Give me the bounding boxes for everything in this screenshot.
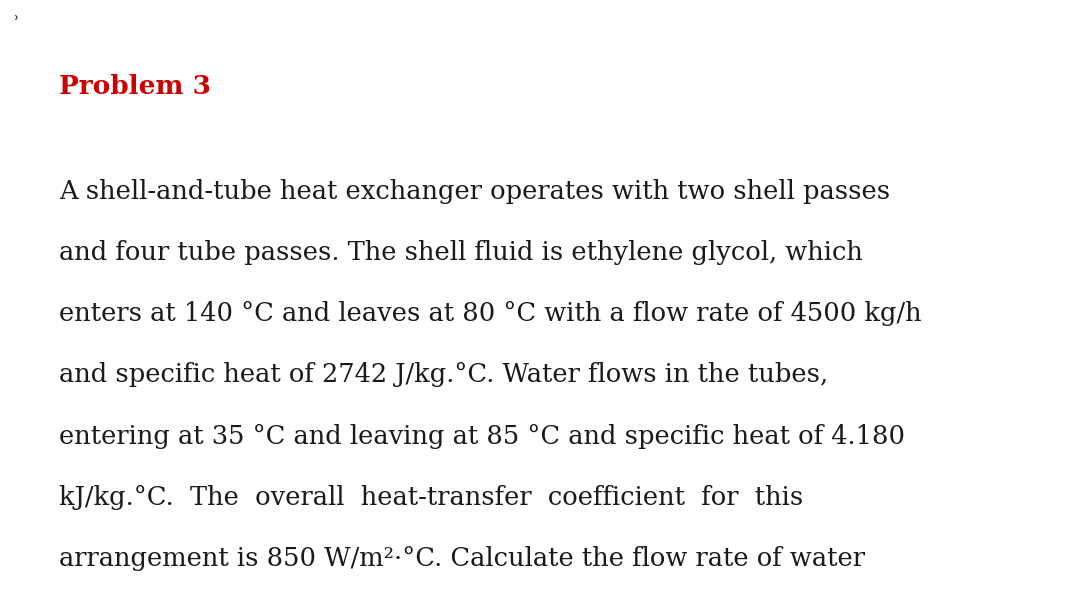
Text: ʾ: ʾ: [14, 15, 19, 33]
Text: arrangement is 850 W/m²·°C. Calculate the flow rate of water: arrangement is 850 W/m²·°C. Calculate th…: [59, 546, 865, 571]
Text: and specific heat of 2742 J/kg.°C. Water flows in the tubes,: and specific heat of 2742 J/kg.°C. Water…: [59, 362, 828, 387]
Text: enters at 140 °C and leaves at 80 °C with a flow rate of 4500 kg/h: enters at 140 °C and leaves at 80 °C wit…: [59, 301, 922, 326]
Text: kJ/kg.°C.  The  overall  heat-transfer  coefficient  for  this: kJ/kg.°C. The overall heat-transfer coef…: [59, 485, 804, 510]
Text: and four tube passes. The shell fluid is ethylene glycol, which: and four tube passes. The shell fluid is…: [59, 240, 863, 265]
Text: A shell-and-tube heat exchanger operates with two shell passes: A shell-and-tube heat exchanger operates…: [59, 178, 891, 203]
Text: entering at 35 °C and leaving at 85 °C and specific heat of 4.180: entering at 35 °C and leaving at 85 °C a…: [59, 424, 905, 449]
Text: Problem 3: Problem 3: [59, 74, 212, 99]
